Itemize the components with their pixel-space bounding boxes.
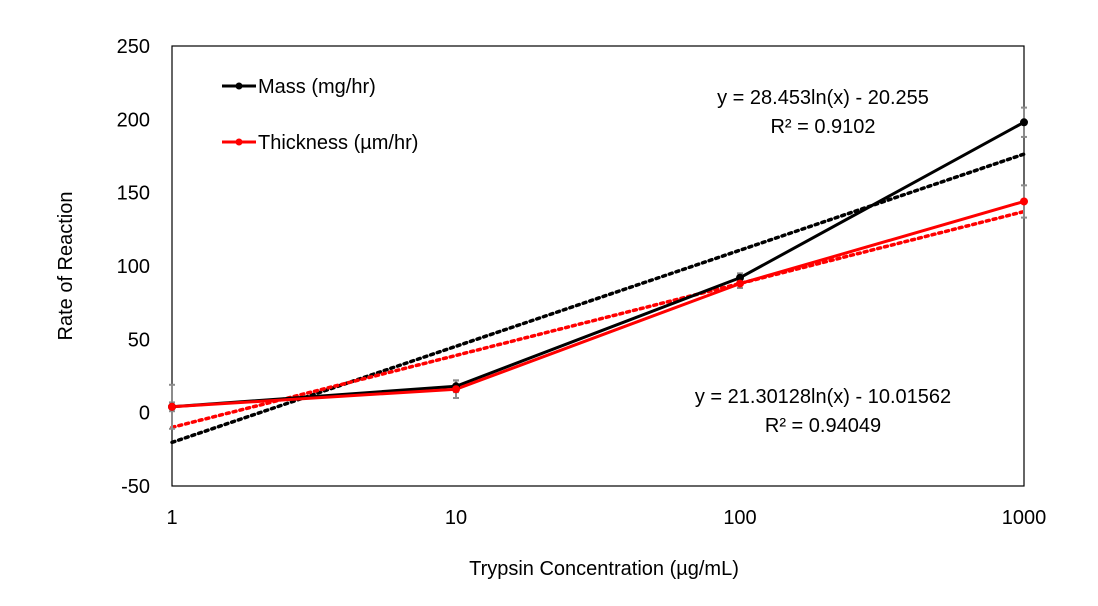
thickness-trendline-r2: R² = 0.94049 bbox=[765, 415, 881, 437]
data-point bbox=[1020, 197, 1028, 206]
series-line bbox=[171, 200, 1025, 409]
y-tick-label: -50 bbox=[121, 476, 150, 498]
x-axis-label: Trypsin Concentration (µg/mL) bbox=[469, 558, 739, 580]
y-axis-ticks: -50 0 50 100 150 200 250 bbox=[117, 36, 150, 498]
x-axis-ticks: 1 10 100 1000 bbox=[166, 507, 1046, 529]
legend: Mass (mg/hr) Thickness (µm/hr) bbox=[222, 76, 418, 154]
legend-marker-thickness bbox=[235, 138, 243, 146]
data-point bbox=[168, 402, 176, 411]
series-lines bbox=[171, 120, 1025, 409]
y-tick-label: 50 bbox=[128, 329, 150, 351]
y-tick-label: 0 bbox=[139, 403, 150, 425]
legend-label-mass: Mass (mg/hr) bbox=[258, 76, 376, 98]
mass-trendline-equation: y = 28.453ln(x) - 20.255 bbox=[717, 87, 929, 109]
mass-trendline-r2: R² = 0.9102 bbox=[770, 116, 875, 138]
y-tick-label: 100 bbox=[117, 256, 150, 278]
plot-area bbox=[171, 45, 1025, 487]
data-point bbox=[736, 273, 744, 282]
series-line bbox=[171, 120, 1025, 409]
error-bars bbox=[169, 106, 1027, 430]
x-tick-label: 100 bbox=[723, 507, 756, 529]
legend-marker-mass bbox=[235, 82, 243, 90]
x-tick-label: 1 bbox=[166, 507, 177, 529]
y-tick-label: 200 bbox=[117, 109, 150, 131]
legend-label-thickness: Thickness (µm/hr) bbox=[258, 132, 418, 154]
trendline bbox=[170, 209, 1026, 430]
trendline bbox=[170, 152, 1026, 445]
y-tick-label: 150 bbox=[117, 183, 150, 205]
data-point bbox=[736, 279, 744, 288]
x-tick-label: 10 bbox=[445, 507, 467, 529]
data-point bbox=[1020, 118, 1028, 127]
data-point bbox=[452, 385, 460, 394]
x-tick-label: 1000 bbox=[1002, 507, 1047, 529]
trendlines bbox=[170, 152, 1026, 445]
y-tick-label: 250 bbox=[117, 36, 150, 58]
thickness-trendline-equation: y = 21.30128ln(x) - 10.01562 bbox=[695, 386, 951, 408]
data-points bbox=[168, 118, 1028, 411]
y-axis-label: Rate of Reaction bbox=[55, 192, 77, 341]
